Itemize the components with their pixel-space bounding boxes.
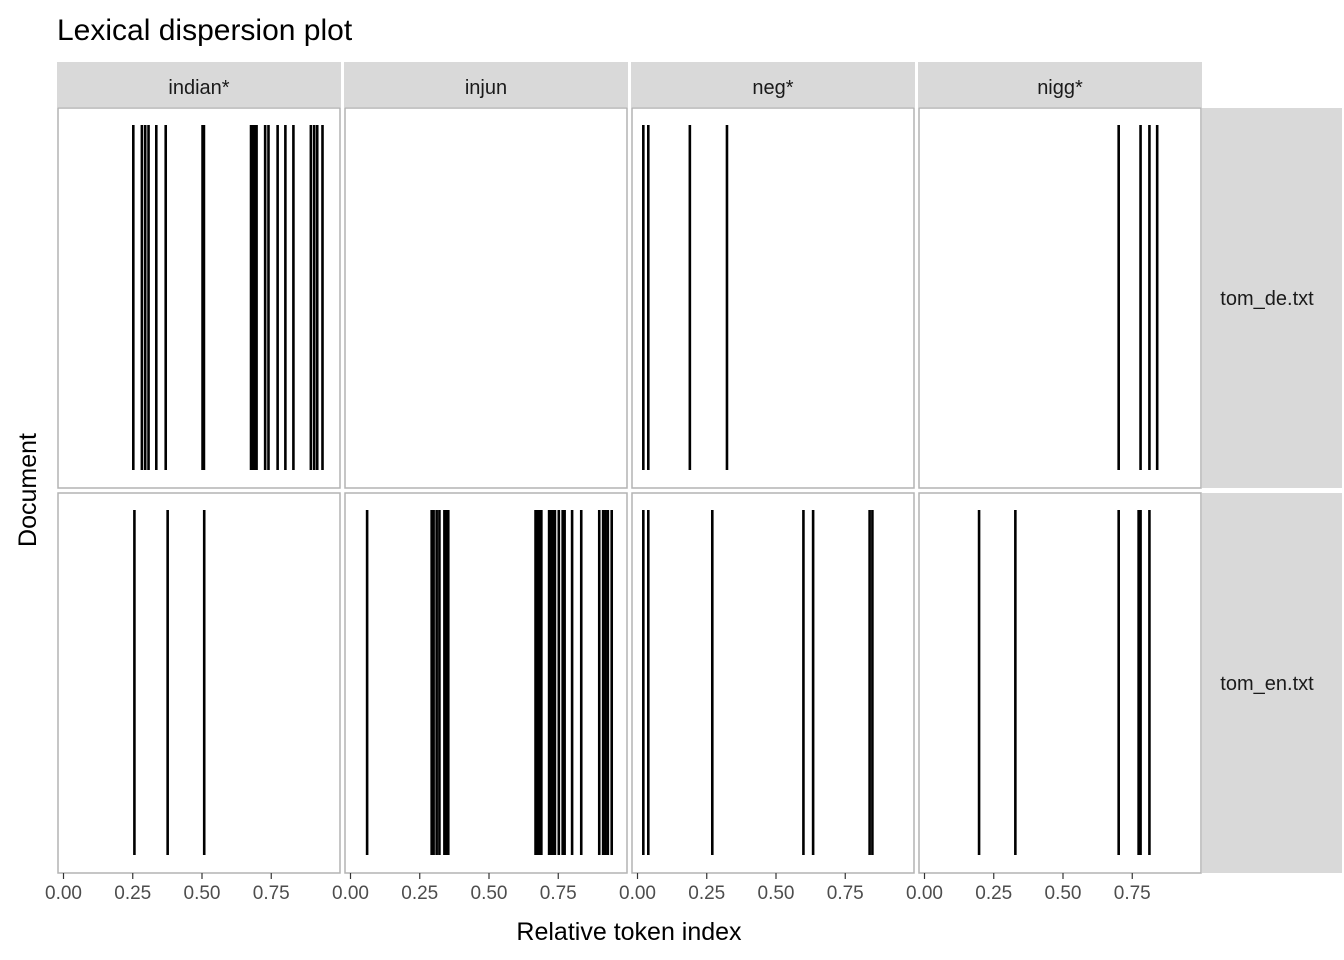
x-axis-title: Relative token index (516, 918, 742, 946)
x-axis-tick-label: 0.00 (332, 883, 369, 904)
facet-panel (631, 107, 915, 489)
row-strip: tom_de.txt (1202, 108, 1342, 488)
facet-panel (344, 107, 628, 489)
x-axis-tick-label: 0.50 (184, 883, 221, 904)
x-axis-tick-label: 0.50 (471, 883, 508, 904)
panel-border (344, 107, 628, 489)
panel-border (57, 107, 341, 489)
facet-strips: indian* injun neg* nigg* tom_de.txt tom_en.tx… (57, 62, 1342, 873)
facet-panels (57, 107, 1202, 874)
row-strip-background (1202, 493, 1342, 873)
column-strip-label: indian* (168, 77, 229, 99)
x-axis: 0.00 0.25 0.50 0.75 0.00 0.25 0.50 0.75 0.00 0.25… (45, 873, 1151, 904)
panel-border (918, 492, 1202, 874)
x-axis-tick-label: 0.25 (975, 883, 1012, 904)
facet-panel (57, 492, 341, 874)
column-strip-label: injun (465, 77, 507, 99)
panel-border (344, 492, 628, 874)
x-axis-tick-label: 0.00 (45, 883, 82, 904)
y-axis-title: Document (14, 433, 42, 547)
facet-panel (631, 492, 915, 874)
panel-border (631, 492, 915, 874)
facet-panel (57, 107, 341, 489)
x-axis-tick-label: 0.75 (540, 883, 577, 904)
row-strip-background (1202, 108, 1342, 488)
x-axis-tick-label: 0.75 (253, 883, 290, 904)
column-strip-label: nigg* (1037, 77, 1083, 99)
facet-panel (918, 492, 1202, 874)
x-axis-tick-label: 0.50 (1045, 883, 1082, 904)
column-strip-background (344, 62, 628, 107)
column-strip: injun (344, 62, 628, 107)
x-axis-tick-label: 0.50 (758, 883, 795, 904)
x-axis-tick-label: 0.25 (688, 883, 725, 904)
panel-border (918, 107, 1202, 489)
column-strip: indian* (57, 62, 341, 107)
panel-border (57, 492, 341, 874)
row-strip-label: tom_de.txt (1220, 288, 1314, 310)
x-axis-tick-label: 0.25 (401, 883, 438, 904)
facet-panel (344, 492, 628, 874)
panel-border (631, 107, 915, 489)
column-strip-label: neg* (752, 77, 793, 99)
chart-title: Lexical dispersion plot (57, 14, 353, 47)
column-strip-background (918, 62, 1202, 107)
x-axis-tick-label: 0.25 (114, 883, 151, 904)
column-strip: nigg* (918, 62, 1202, 107)
facet-panel (918, 107, 1202, 489)
column-strip-background (631, 62, 915, 107)
row-strip-label: tom_en.txt (1220, 673, 1314, 695)
x-axis-tick-label: 0.00 (906, 883, 943, 904)
x-axis-tick-label: 0.00 (619, 883, 656, 904)
row-strip: tom_en.txt (1202, 493, 1342, 873)
column-strip: neg* (631, 62, 915, 107)
column-strip-background (57, 62, 341, 107)
x-axis-tick-label: 0.75 (827, 883, 864, 904)
x-axis-tick-label: 0.75 (1114, 883, 1151, 904)
